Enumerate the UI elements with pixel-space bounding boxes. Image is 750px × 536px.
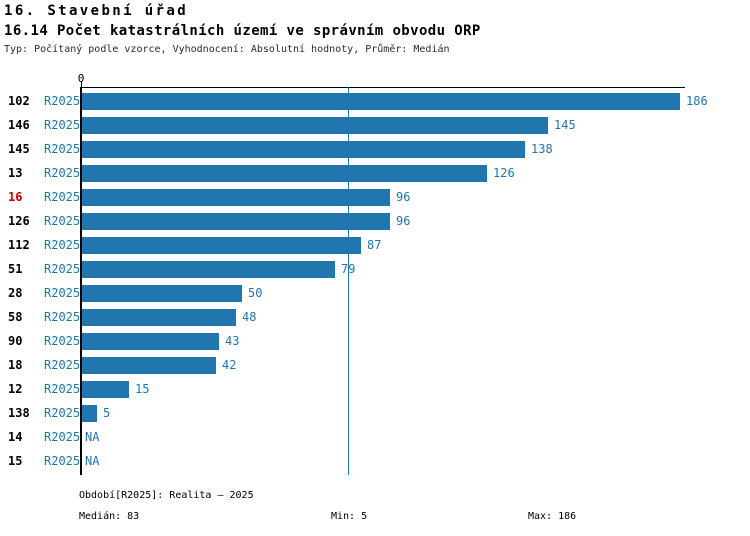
period-label: R2025 [44, 142, 81, 156]
value-label: 96 [396, 190, 411, 204]
x-axis-zero-tick-label: 0 [77, 72, 85, 85]
category-label: 102 [8, 94, 30, 108]
value-label: 43 [225, 334, 240, 348]
period-label: R2025 [44, 310, 81, 324]
period-label: R2025 [44, 166, 81, 180]
chart-row: 15 R2025 NA [0, 453, 750, 470]
value-label: 15 [135, 382, 150, 396]
value-label: 50 [248, 286, 263, 300]
chart-title: 16.14 Počet katastrálních území ve správ… [4, 23, 481, 39]
period-label: R2025 [44, 214, 81, 228]
period-label: R2025 [44, 358, 81, 372]
chart-subtitle: Typ: Počítaný podle vzorce, Vyhodnocení:… [4, 44, 450, 55]
category-label-highlighted: 16 [8, 190, 23, 204]
x-axis-line [81, 87, 685, 88]
period-label: R2025 [44, 430, 81, 444]
value-label: 48 [242, 310, 257, 324]
bar [82, 309, 236, 326]
bar [82, 93, 680, 110]
period-label: R2025 [44, 406, 81, 420]
footer-period-label: Období[R2025]: Realita – 2025 [79, 490, 254, 501]
period-label: R2025 [44, 238, 81, 252]
chart-row: 16 R2025 96 [0, 189, 750, 206]
bar [82, 357, 216, 374]
chart-row: 145 R2025 138 [0, 141, 750, 158]
chart-row: 13 R2025 126 [0, 165, 750, 182]
x-axis-zero-tick [81, 81, 82, 88]
value-label: 138 [531, 142, 553, 156]
bar [82, 213, 390, 230]
chart-row: 102 R2025 186 [0, 93, 750, 110]
chart-row: 126 R2025 96 [0, 213, 750, 230]
footer-median-stat: Medián: 83 [79, 511, 140, 522]
period-label: R2025 [44, 262, 81, 276]
category-label: 18 [8, 358, 23, 372]
footer-max-stat: Max: 186 [528, 511, 577, 522]
period-label: R2025 [44, 334, 81, 348]
period-label: R2025 [44, 118, 81, 132]
bar [82, 237, 361, 254]
value-label: 186 [686, 94, 708, 108]
category-label: 58 [8, 310, 23, 324]
value-label: 42 [222, 358, 237, 372]
bar [82, 285, 242, 302]
period-label: R2025 [44, 382, 81, 396]
category-label: 12 [8, 382, 23, 396]
chart-row: 18 R2025 42 [0, 357, 750, 374]
category-label: 28 [8, 286, 23, 300]
bar [82, 117, 548, 134]
category-label: 138 [8, 406, 30, 420]
chart-row: 58 R2025 48 [0, 309, 750, 326]
value-label: 5 [103, 406, 111, 420]
bar [82, 405, 97, 422]
category-label: 14 [8, 430, 23, 444]
period-label: R2025 [44, 286, 81, 300]
na-label: NA [85, 430, 100, 444]
bar [82, 165, 487, 182]
value-label: 79 [341, 262, 356, 276]
category-label: 51 [8, 262, 23, 276]
category-label: 145 [8, 142, 30, 156]
chart-row: 138 R2025 5 [0, 405, 750, 422]
chart-row: 28 R2025 50 [0, 285, 750, 302]
bar [82, 261, 335, 278]
median-line [348, 87, 349, 475]
chart-row: 12 R2025 15 [0, 381, 750, 398]
bar [82, 333, 219, 350]
category-label: 126 [8, 214, 30, 228]
category-label: 15 [8, 454, 23, 468]
category-label: 90 [8, 334, 23, 348]
na-label: NA [85, 454, 100, 468]
chart-section-title: 16. Stavební úřad [4, 3, 189, 19]
footer-min-stat: Min: 5 [331, 511, 368, 522]
bar [82, 381, 129, 398]
chart-row: 112 R2025 87 [0, 237, 750, 254]
value-label: 87 [367, 238, 382, 252]
chart-row: 146 R2025 145 [0, 117, 750, 134]
value-label: 96 [396, 214, 411, 228]
chart-row: 14 R2025 NA [0, 429, 750, 446]
value-label: 145 [554, 118, 576, 132]
chart-row: 90 R2025 43 [0, 333, 750, 350]
period-label: R2025 [44, 454, 81, 468]
value-label: 126 [493, 166, 515, 180]
chart-row: 51 R2025 79 [0, 261, 750, 278]
category-label: 146 [8, 118, 30, 132]
period-label: R2025 [44, 94, 81, 108]
bar [82, 189, 390, 206]
bar [82, 141, 525, 158]
period-label: R2025 [44, 190, 81, 204]
category-label: 13 [8, 166, 23, 180]
category-label: 112 [8, 238, 30, 252]
y-axis-line [80, 87, 82, 475]
